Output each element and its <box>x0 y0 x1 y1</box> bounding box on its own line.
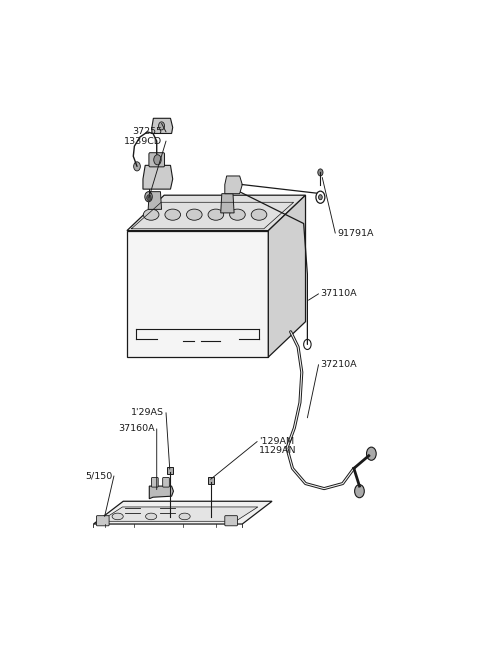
Polygon shape <box>268 195 305 357</box>
FancyBboxPatch shape <box>163 478 169 487</box>
Polygon shape <box>148 192 162 210</box>
Ellipse shape <box>208 209 224 220</box>
Polygon shape <box>225 176 242 194</box>
Text: 1'29AS: 1'29AS <box>131 408 164 417</box>
Circle shape <box>318 169 323 176</box>
Ellipse shape <box>145 513 156 520</box>
Text: 1339CD: 1339CD <box>124 137 162 146</box>
Text: 37110A: 37110A <box>321 289 357 298</box>
Circle shape <box>133 162 140 171</box>
Polygon shape <box>94 501 272 524</box>
Ellipse shape <box>165 209 180 220</box>
Text: 91791A: 91791A <box>337 229 373 238</box>
Text: 5/150: 5/150 <box>85 472 112 480</box>
Circle shape <box>367 447 376 461</box>
Circle shape <box>158 122 165 130</box>
Polygon shape <box>143 166 173 189</box>
Polygon shape <box>127 231 268 357</box>
Text: 37255: 37255 <box>132 127 162 137</box>
Polygon shape <box>149 486 173 499</box>
Ellipse shape <box>112 513 123 520</box>
FancyBboxPatch shape <box>152 478 158 487</box>
Circle shape <box>154 155 161 165</box>
Polygon shape <box>152 118 173 133</box>
Circle shape <box>147 194 151 201</box>
FancyBboxPatch shape <box>96 516 109 526</box>
Text: 37160A: 37160A <box>118 424 155 434</box>
Polygon shape <box>127 195 305 231</box>
Polygon shape <box>221 194 234 213</box>
Circle shape <box>145 192 152 202</box>
FancyBboxPatch shape <box>208 477 214 484</box>
FancyBboxPatch shape <box>225 516 238 526</box>
Text: '129AM: '129AM <box>259 437 294 446</box>
Text: 37210A: 37210A <box>321 360 357 369</box>
Polygon shape <box>100 507 258 521</box>
Ellipse shape <box>229 209 245 220</box>
Circle shape <box>319 194 322 200</box>
Ellipse shape <box>179 513 190 520</box>
Circle shape <box>355 485 364 498</box>
Text: 1129AN: 1129AN <box>259 446 297 455</box>
Ellipse shape <box>251 209 267 220</box>
FancyBboxPatch shape <box>149 152 165 167</box>
Ellipse shape <box>144 209 159 220</box>
Ellipse shape <box>186 209 202 220</box>
FancyBboxPatch shape <box>167 467 173 474</box>
